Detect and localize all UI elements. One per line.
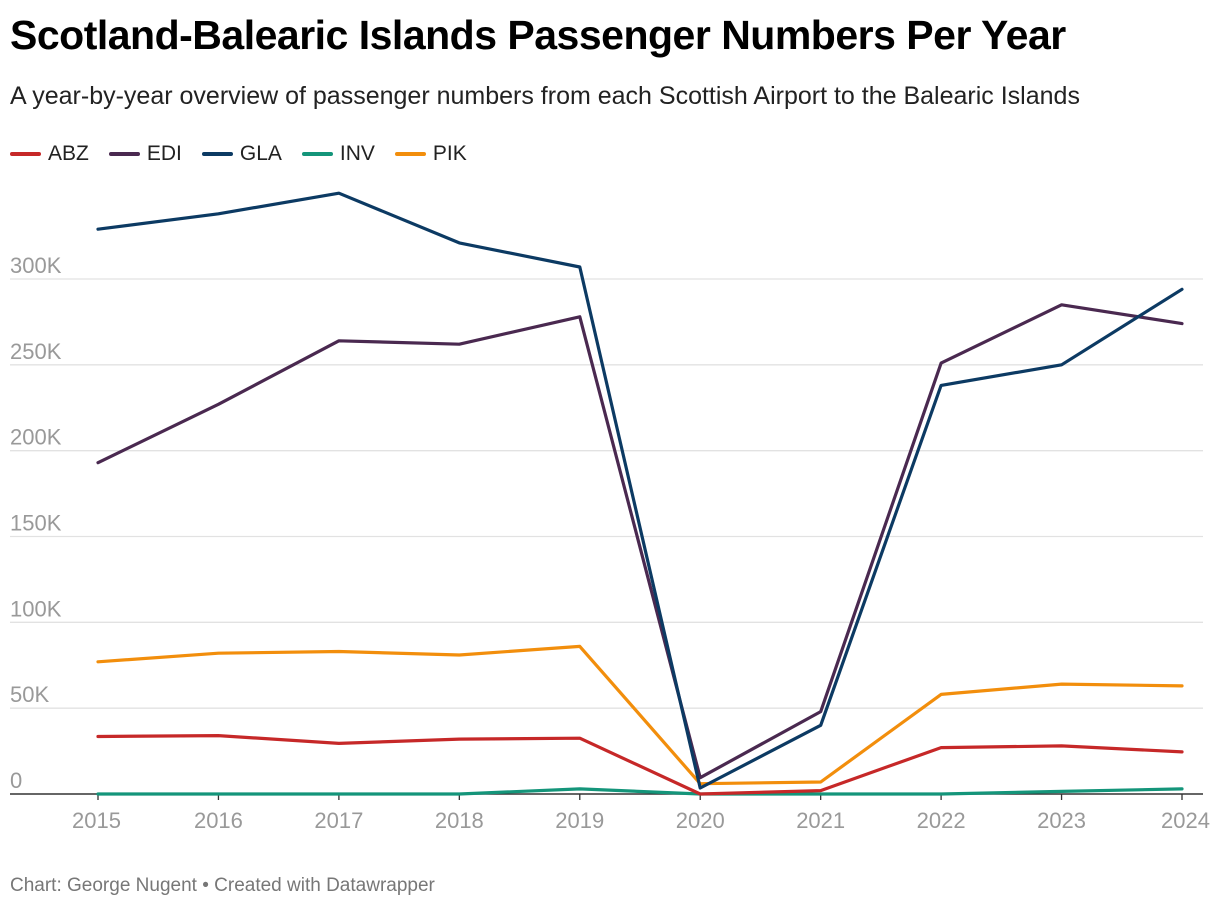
x-tick-label: 2020 [676, 808, 725, 833]
legend-item-pik: PIK [394, 142, 467, 166]
series-line-inv [96, 787, 1184, 796]
chart-subtitle: A year-by-year overview of passenger num… [10, 82, 1080, 110]
x-tick-label: 2022 [917, 808, 966, 833]
y-tick-label: 200K [10, 425, 62, 450]
legend-swatch-gla [201, 152, 233, 156]
legend-label-inv: INV [339, 142, 375, 165]
y-tick-label: 250K [10, 339, 62, 364]
series-line-edi [96, 303, 1184, 780]
x-tick-label: 2017 [314, 808, 363, 833]
legend-label-pik: PIK [432, 142, 467, 165]
x-tick-label: 2021 [796, 808, 845, 833]
legend-label-edi: EDI [146, 142, 182, 165]
y-tick-label: 0 [10, 768, 22, 793]
legend-item-inv: INV [301, 142, 375, 166]
x-tick-label: 2016 [194, 808, 243, 833]
x-tick-label: 2019 [555, 808, 604, 833]
legend-swatch-edi [108, 152, 140, 156]
x-tick-label: 2023 [1037, 808, 1086, 833]
legend-label-gla: GLA [239, 142, 282, 165]
series-line-gla [96, 191, 1184, 790]
chart-legend: ABZ EDI GLA INV PIK [10, 140, 487, 168]
x-tick-label: 2024 [1161, 808, 1210, 833]
chart-title: Scotland-Balearic Islands Passenger Numb… [10, 12, 1066, 58]
chart-source: Chart: George Nugent • Created with Data… [10, 875, 435, 896]
legend-item-abz: ABZ [10, 142, 89, 166]
legend-label-abz: ABZ [48, 142, 89, 165]
y-tick-label: 50K [10, 682, 49, 707]
legend-item-gla: GLA [201, 142, 282, 166]
legend-swatch-pik [394, 152, 426, 156]
legend-item-edi: EDI [108, 142, 182, 166]
legend-swatch-inv [301, 152, 333, 156]
series-line-abz [96, 733, 1184, 796]
y-tick-label: 300K [10, 253, 62, 278]
legend-swatch-abz [10, 152, 41, 156]
y-tick-label: 100K [10, 596, 62, 621]
x-tick-label: 2018 [435, 808, 484, 833]
series-line-pik [96, 644, 1184, 786]
y-tick-label: 150K [10, 511, 62, 536]
x-tick-label: 2015 [72, 808, 121, 833]
